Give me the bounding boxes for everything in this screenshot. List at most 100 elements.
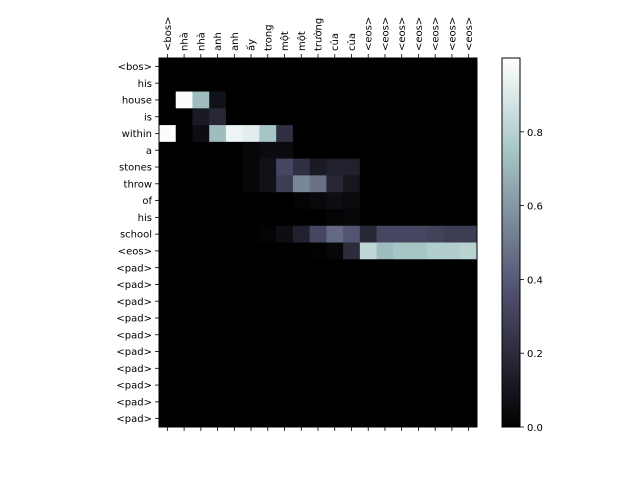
heatmap-cell bbox=[376, 292, 394, 310]
heatmap-cell bbox=[376, 393, 394, 411]
heatmap-cell bbox=[225, 259, 244, 277]
y-tick-label: <pad> bbox=[116, 397, 152, 408]
heatmap-cell bbox=[242, 410, 260, 428]
heatmap-cell bbox=[192, 125, 210, 143]
heatmap-cell bbox=[343, 58, 361, 76]
heatmap-cell bbox=[326, 343, 344, 361]
x-tick-label: nhà bbox=[195, 32, 207, 51]
heatmap-cell bbox=[326, 242, 344, 260]
heatmap-cell bbox=[225, 158, 244, 176]
heatmap-cell bbox=[376, 141, 394, 160]
heatmap-cell bbox=[259, 125, 277, 143]
heatmap-cell bbox=[292, 359, 311, 378]
heatmap-cell bbox=[159, 91, 177, 109]
heatmap-cell bbox=[443, 309, 461, 327]
y-tick-label: <pad> bbox=[116, 381, 152, 392]
heatmap-cell bbox=[343, 410, 361, 428]
heatmap-cell bbox=[225, 192, 244, 210]
heatmap-cell bbox=[175, 309, 193, 327]
heatmap-cell bbox=[343, 192, 361, 210]
y-tick-label: is bbox=[144, 112, 152, 123]
heatmap-cell bbox=[159, 125, 177, 143]
heatmap-cell bbox=[460, 292, 478, 310]
heatmap-cell bbox=[326, 410, 344, 428]
heatmap-cell bbox=[326, 292, 344, 310]
heatmap-cell bbox=[326, 108, 344, 126]
heatmap-cell bbox=[376, 175, 394, 193]
heatmap-cell bbox=[393, 292, 411, 310]
heatmap-cell bbox=[259, 108, 277, 126]
heatmap-cell bbox=[225, 225, 244, 243]
heatmap-cell bbox=[259, 91, 277, 109]
heatmap-cell bbox=[159, 376, 177, 394]
heatmap-cell bbox=[242, 242, 260, 260]
heatmap-cell bbox=[343, 376, 361, 394]
heatmap-cell bbox=[225, 359, 244, 378]
heatmap-cell bbox=[443, 192, 461, 210]
heatmap-cell bbox=[326, 74, 344, 92]
x-tick-label: trường bbox=[313, 18, 325, 51]
heatmap-cell bbox=[460, 225, 478, 243]
colorbar-tick-label: 0.4 bbox=[527, 275, 543, 286]
heatmap-cell bbox=[259, 393, 277, 411]
heatmap-cell bbox=[359, 158, 377, 176]
heatmap-cell bbox=[326, 393, 344, 411]
heatmap-cell bbox=[393, 192, 411, 210]
heatmap-cell bbox=[259, 58, 277, 76]
heatmap-cell bbox=[242, 292, 260, 310]
heatmap-cell bbox=[326, 91, 344, 109]
y-tick-label: school bbox=[120, 230, 152, 241]
heatmap-cell bbox=[309, 91, 327, 109]
heatmap-cell bbox=[426, 125, 444, 143]
heatmap-cell bbox=[209, 125, 227, 143]
heatmap-cell bbox=[276, 58, 294, 76]
heatmap-cell bbox=[192, 141, 210, 160]
heatmap-cell bbox=[209, 208, 227, 227]
heatmap-cell bbox=[426, 208, 444, 227]
heatmap-cell bbox=[242, 208, 260, 227]
y-tick-label: within bbox=[122, 129, 152, 140]
heatmap-cell bbox=[426, 74, 444, 92]
heatmap-cell bbox=[292, 309, 311, 327]
y-tick-label: <pad> bbox=[116, 314, 152, 325]
colorbar-tick-label: 0.6 bbox=[527, 202, 543, 213]
heatmap-cell bbox=[225, 242, 244, 260]
heatmap-cell bbox=[359, 393, 377, 411]
heatmap-cell bbox=[359, 242, 377, 260]
heatmap-cell bbox=[326, 309, 344, 327]
heatmap-cell bbox=[259, 343, 277, 361]
x-tick-label: anh bbox=[230, 32, 241, 51]
heatmap-cell bbox=[242, 192, 260, 210]
heatmap-cell bbox=[460, 91, 478, 109]
heatmap-cell bbox=[159, 225, 177, 243]
y-tick-label: <pad> bbox=[116, 280, 152, 291]
heatmap-cell bbox=[443, 208, 461, 227]
heatmap-cell bbox=[292, 175, 311, 193]
y-tick-label: his bbox=[138, 213, 152, 224]
heatmap-cell bbox=[359, 141, 377, 160]
heatmap-cell bbox=[343, 276, 361, 294]
heatmap-cell bbox=[242, 276, 260, 294]
heatmap-cell bbox=[292, 225, 311, 243]
colorbar-ticks: 0.0 0.2 0.4 0.6 0.8 bbox=[520, 128, 543, 434]
heatmap-cell bbox=[292, 74, 311, 92]
heatmap-cell bbox=[209, 410, 227, 428]
heatmap-cell bbox=[460, 141, 478, 160]
heatmap-cell bbox=[426, 410, 444, 428]
y-tick-label: <pad> bbox=[116, 263, 152, 274]
heatmap-cell bbox=[393, 326, 411, 344]
heatmap-cell bbox=[309, 208, 327, 227]
heatmap-cell bbox=[410, 225, 428, 243]
heatmap-cell bbox=[242, 108, 260, 126]
heatmap-cell bbox=[393, 225, 411, 243]
colorbar-tick-label: 0.8 bbox=[527, 128, 543, 139]
heatmap-cell bbox=[443, 175, 461, 193]
heatmap-cell bbox=[326, 192, 344, 210]
heatmap-cell bbox=[276, 141, 294, 160]
heatmap-cell bbox=[276, 91, 294, 109]
heatmap-cell bbox=[426, 141, 444, 160]
heatmap-cell bbox=[242, 58, 260, 76]
heatmap-cell bbox=[192, 376, 210, 394]
heatmap-cell bbox=[259, 74, 277, 92]
y-tick-label: of bbox=[142, 196, 152, 207]
